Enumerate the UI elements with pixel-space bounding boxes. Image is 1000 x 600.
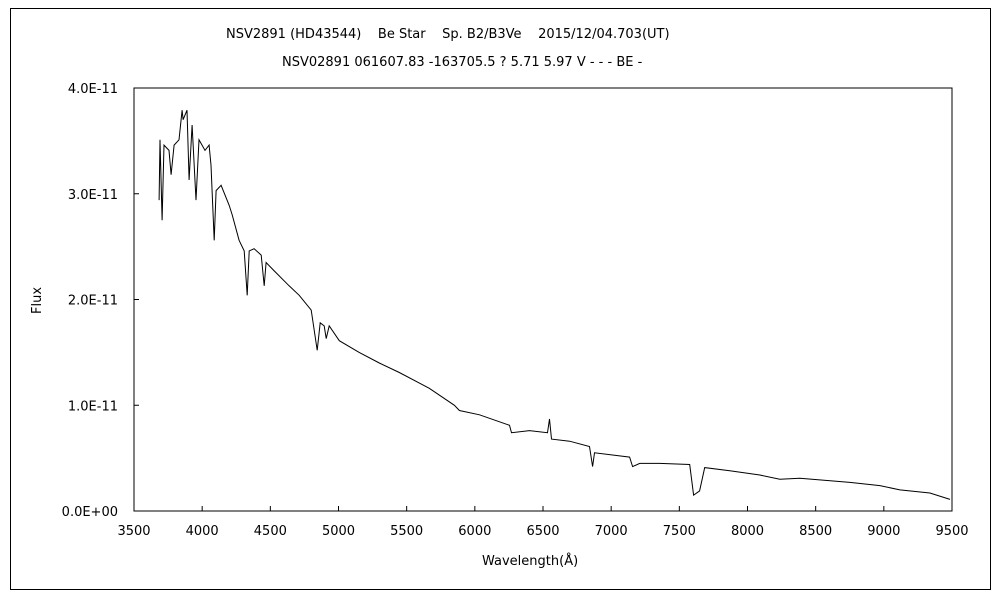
x-tick-label: 3500 xyxy=(117,524,150,539)
chart-subtitle: NSV02891 061607.83 -163705.5 ? 5.71 5.97… xyxy=(282,55,643,70)
x-tick-label: 7500 xyxy=(663,524,696,539)
y-tick-label: 4.0E-11 xyxy=(68,82,118,97)
x-tick-label: 6500 xyxy=(526,524,559,539)
x-tick-label: 8500 xyxy=(799,524,832,539)
plot-border xyxy=(133,87,953,512)
y-tick-label: 3.0E-11 xyxy=(68,188,118,203)
spectrum-line xyxy=(158,110,951,500)
x-tick-label: 9000 xyxy=(867,524,900,539)
x-tick-label: 6000 xyxy=(458,524,491,539)
x-tick-label: 9500 xyxy=(935,524,968,539)
x-tick-label: 4000 xyxy=(186,524,219,539)
y-tick-label: 0.0E+00 xyxy=(62,505,118,520)
y-tick-label: 1.0E-11 xyxy=(68,399,118,414)
x-axis-label: Wavelength(Å) xyxy=(482,554,579,569)
x-tick-label: 5000 xyxy=(322,524,355,539)
x-tick-label: 8000 xyxy=(731,524,764,539)
chart-title: NSV2891 (HD43544) Be Star Sp. B2/B3Ve 20… xyxy=(226,27,670,42)
chart-frame xyxy=(10,8,991,590)
x-tick-label: 4500 xyxy=(254,524,287,539)
x-tick-label: 7000 xyxy=(595,524,628,539)
x-tick-label: 5500 xyxy=(390,524,423,539)
y-tick-label: 2.0E-11 xyxy=(68,294,118,309)
